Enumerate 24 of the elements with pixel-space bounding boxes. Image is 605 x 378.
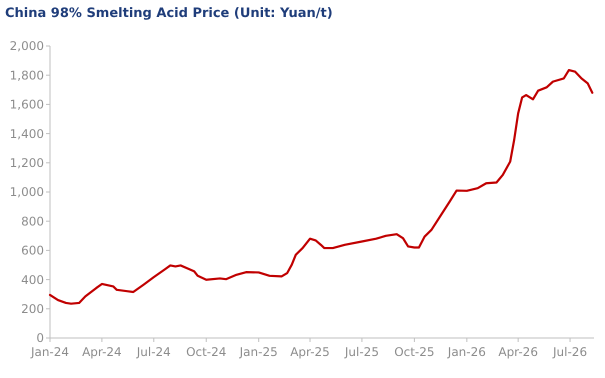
y-tick-label: 1,800 xyxy=(10,68,44,82)
x-tick-label: Oct-24 xyxy=(186,345,226,359)
y-tick-label: 1,200 xyxy=(10,156,44,170)
y-tick-label: 600 xyxy=(21,244,44,258)
y-tick-label: 400 xyxy=(21,272,44,287)
y-tick-label: 0 xyxy=(36,331,44,346)
chart-title: China 98% Smelting Acid Price (Unit: Yuan/t) xyxy=(5,6,333,21)
x-tick-label: Oct-25 xyxy=(394,345,435,359)
x-tick-label: Jan-25 xyxy=(238,345,278,359)
x-tick-label: Jul-26 xyxy=(552,345,588,359)
x-tick-label: Apr-24 xyxy=(82,345,122,359)
y-tick-label: 800 xyxy=(21,214,44,228)
x-tick-label: Jul-24 xyxy=(136,345,171,359)
x-tick-label: Jan-24 xyxy=(30,345,70,359)
x-tick-label: Jan-26 xyxy=(446,345,486,359)
y-tick-label: 1,400 xyxy=(10,126,44,141)
x-tick-label: Apr-26 xyxy=(498,345,538,359)
y-tick-label: 2,000 xyxy=(10,39,44,54)
line-series xyxy=(48,68,594,305)
x-tick-label: Apr-25 xyxy=(290,345,330,359)
y-tick-label: 1,600 xyxy=(10,98,44,112)
x-tick-label: Jul-25 xyxy=(344,345,379,359)
y-tick-label: 200 xyxy=(21,302,44,316)
y-tick-label: 1,000 xyxy=(10,185,44,200)
